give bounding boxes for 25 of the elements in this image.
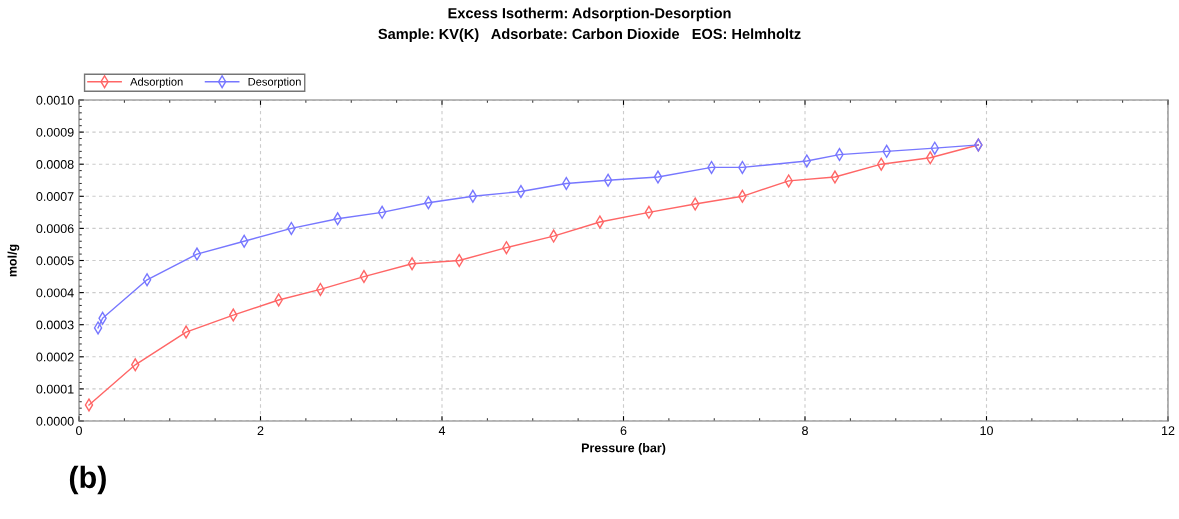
x-tick-label: 10 <box>980 426 993 436</box>
x-tick-label: 4 <box>438 426 446 435</box>
x-tick-label: 8 <box>802 426 808 436</box>
y-tick-label: 0.0004 <box>36 288 74 298</box>
y-tick-label: 0.0003 <box>36 320 74 330</box>
y-tick-label: 0.0009 <box>36 127 74 137</box>
chart-title: Excess Isotherm: Adsorption-Desorption <box>448 7 731 22</box>
legend-label: Desorption <box>248 77 301 88</box>
x-tick-label: 6 <box>620 426 627 436</box>
y-axis-title: mol/g <box>7 244 20 277</box>
y-tick-label: 0.0010 <box>36 95 74 105</box>
y-tick-label: 0.0002 <box>36 352 74 362</box>
x-tick-label: 12 <box>1162 426 1175 435</box>
y-tick-label: 0.0001 <box>36 384 74 394</box>
y-tick-label: 0.0007 <box>36 192 74 201</box>
y-tick-label: 0.0005 <box>36 256 74 266</box>
text: (b) <box>69 465 106 495</box>
y-tick-label: 0.0000 <box>36 416 74 426</box>
chart-subtitle: Sample: KV(K) Adsorbate: Carbon Dioxide EOS: Helmholtz <box>378 28 801 42</box>
y-tick-label: 0.0006 <box>36 224 74 234</box>
x-axis-title: Pressure (bar) <box>581 443 666 455</box>
legend-label: Adsorption <box>130 77 183 88</box>
y-tick-label: 0.0008 <box>36 160 74 169</box>
x-tick-label: 2 <box>257 426 264 435</box>
x-tick-label: 0 <box>76 426 82 436</box>
